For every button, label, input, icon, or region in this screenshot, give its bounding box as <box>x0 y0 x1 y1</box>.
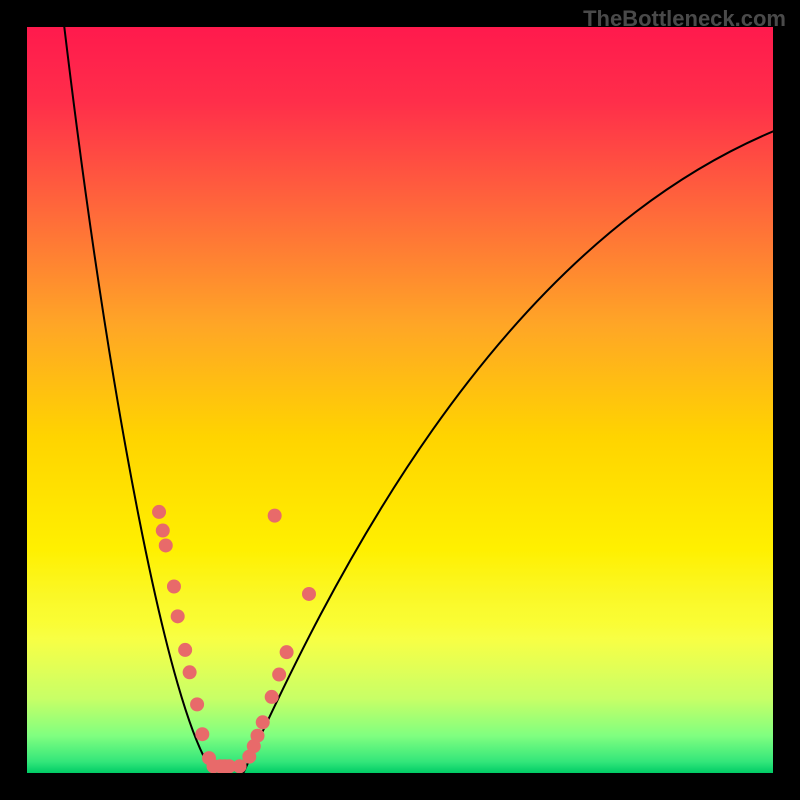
scatter-point <box>302 587 316 601</box>
scatter-point <box>178 643 192 657</box>
scatter-point <box>280 645 294 659</box>
scatter-point <box>265 690 279 704</box>
linear-band <box>27 594 773 684</box>
plot-area <box>27 27 773 773</box>
scatter-point <box>195 727 209 741</box>
scatter-point <box>152 505 166 519</box>
plot-svg <box>27 27 773 773</box>
scatter-point <box>167 580 181 594</box>
scatter-point <box>251 729 265 743</box>
scatter-point <box>171 609 185 623</box>
chart-root: TheBottleneck.com <box>0 0 800 800</box>
scatter-point <box>272 668 286 682</box>
scatter-point <box>190 697 204 711</box>
scatter-point <box>159 538 173 552</box>
scatter-point <box>183 665 197 679</box>
scatter-point <box>256 715 270 729</box>
scatter-point <box>156 524 170 538</box>
scatter-point <box>268 509 282 523</box>
